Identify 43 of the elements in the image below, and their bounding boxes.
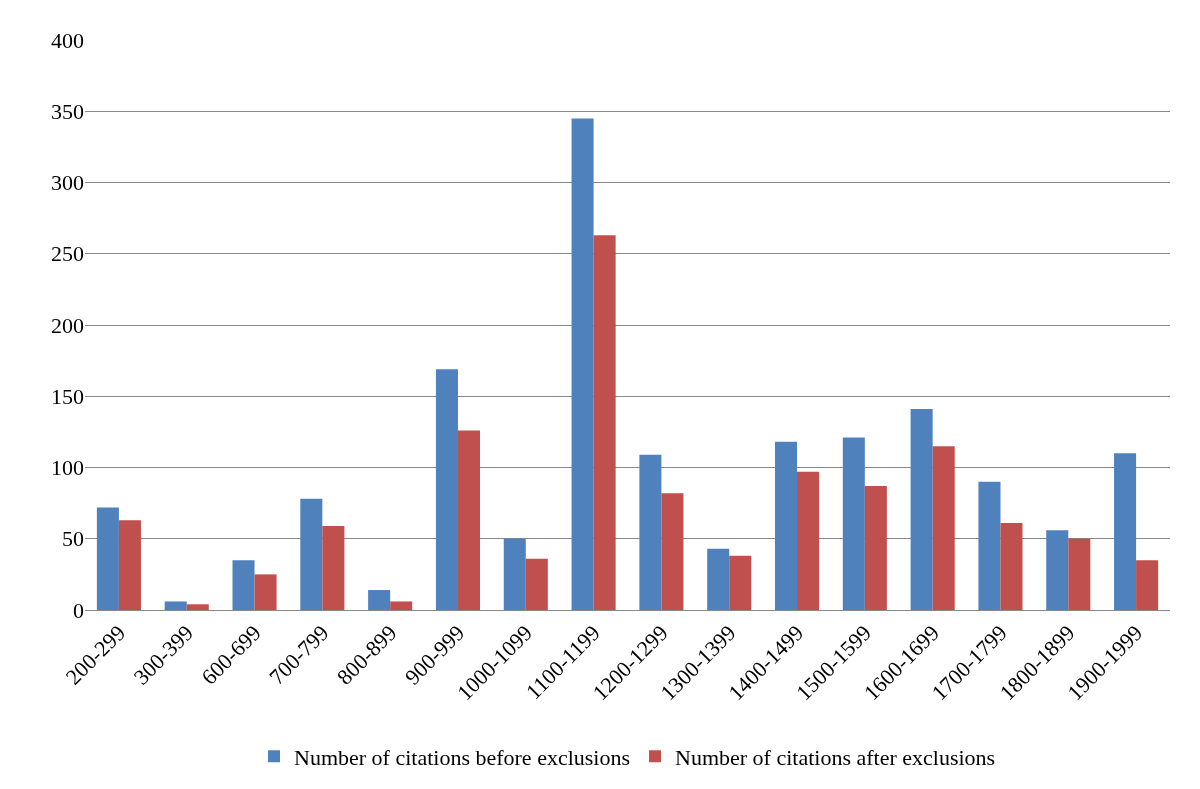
bar xyxy=(978,481,1001,610)
legend-label: Number of citations before exclusions xyxy=(294,744,631,770)
bar xyxy=(932,446,955,610)
bar xyxy=(322,525,345,610)
bar xyxy=(707,548,730,610)
bar xyxy=(910,409,933,610)
y-tick-label: 250 xyxy=(51,241,84,267)
bar xyxy=(232,560,255,610)
y-tick-label: 50 xyxy=(62,526,84,552)
y-tick-label: 400 xyxy=(51,27,84,53)
bar xyxy=(593,235,616,610)
bar xyxy=(254,574,277,610)
bar xyxy=(457,430,481,610)
bar xyxy=(661,493,684,610)
y-tick-label: 150 xyxy=(51,383,84,409)
bar xyxy=(1114,453,1137,610)
bar xyxy=(639,454,662,610)
bar xyxy=(729,555,752,610)
bar xyxy=(300,498,323,610)
bar xyxy=(797,471,820,610)
y-tick-label: 200 xyxy=(51,312,84,338)
y-tick-label: 100 xyxy=(51,455,84,481)
bar xyxy=(864,486,887,610)
bar xyxy=(1000,523,1023,610)
bar xyxy=(503,538,526,610)
bar xyxy=(1046,530,1069,610)
y-tick-label: 0 xyxy=(73,597,84,623)
bar xyxy=(435,369,458,610)
bar xyxy=(571,118,594,610)
y-tick-label: 300 xyxy=(51,170,84,196)
y-tick-label: 350 xyxy=(51,98,84,124)
bar xyxy=(774,441,798,610)
bar xyxy=(842,437,865,610)
bar xyxy=(390,601,413,610)
legend-label: Number of citations after exclusions xyxy=(675,744,996,770)
bar xyxy=(118,520,141,610)
bar xyxy=(1068,538,1091,610)
bar xyxy=(164,601,187,610)
bar xyxy=(1136,560,1159,610)
bar xyxy=(96,507,119,610)
bar xyxy=(368,590,391,610)
bar xyxy=(525,558,548,610)
bar xyxy=(186,604,209,610)
